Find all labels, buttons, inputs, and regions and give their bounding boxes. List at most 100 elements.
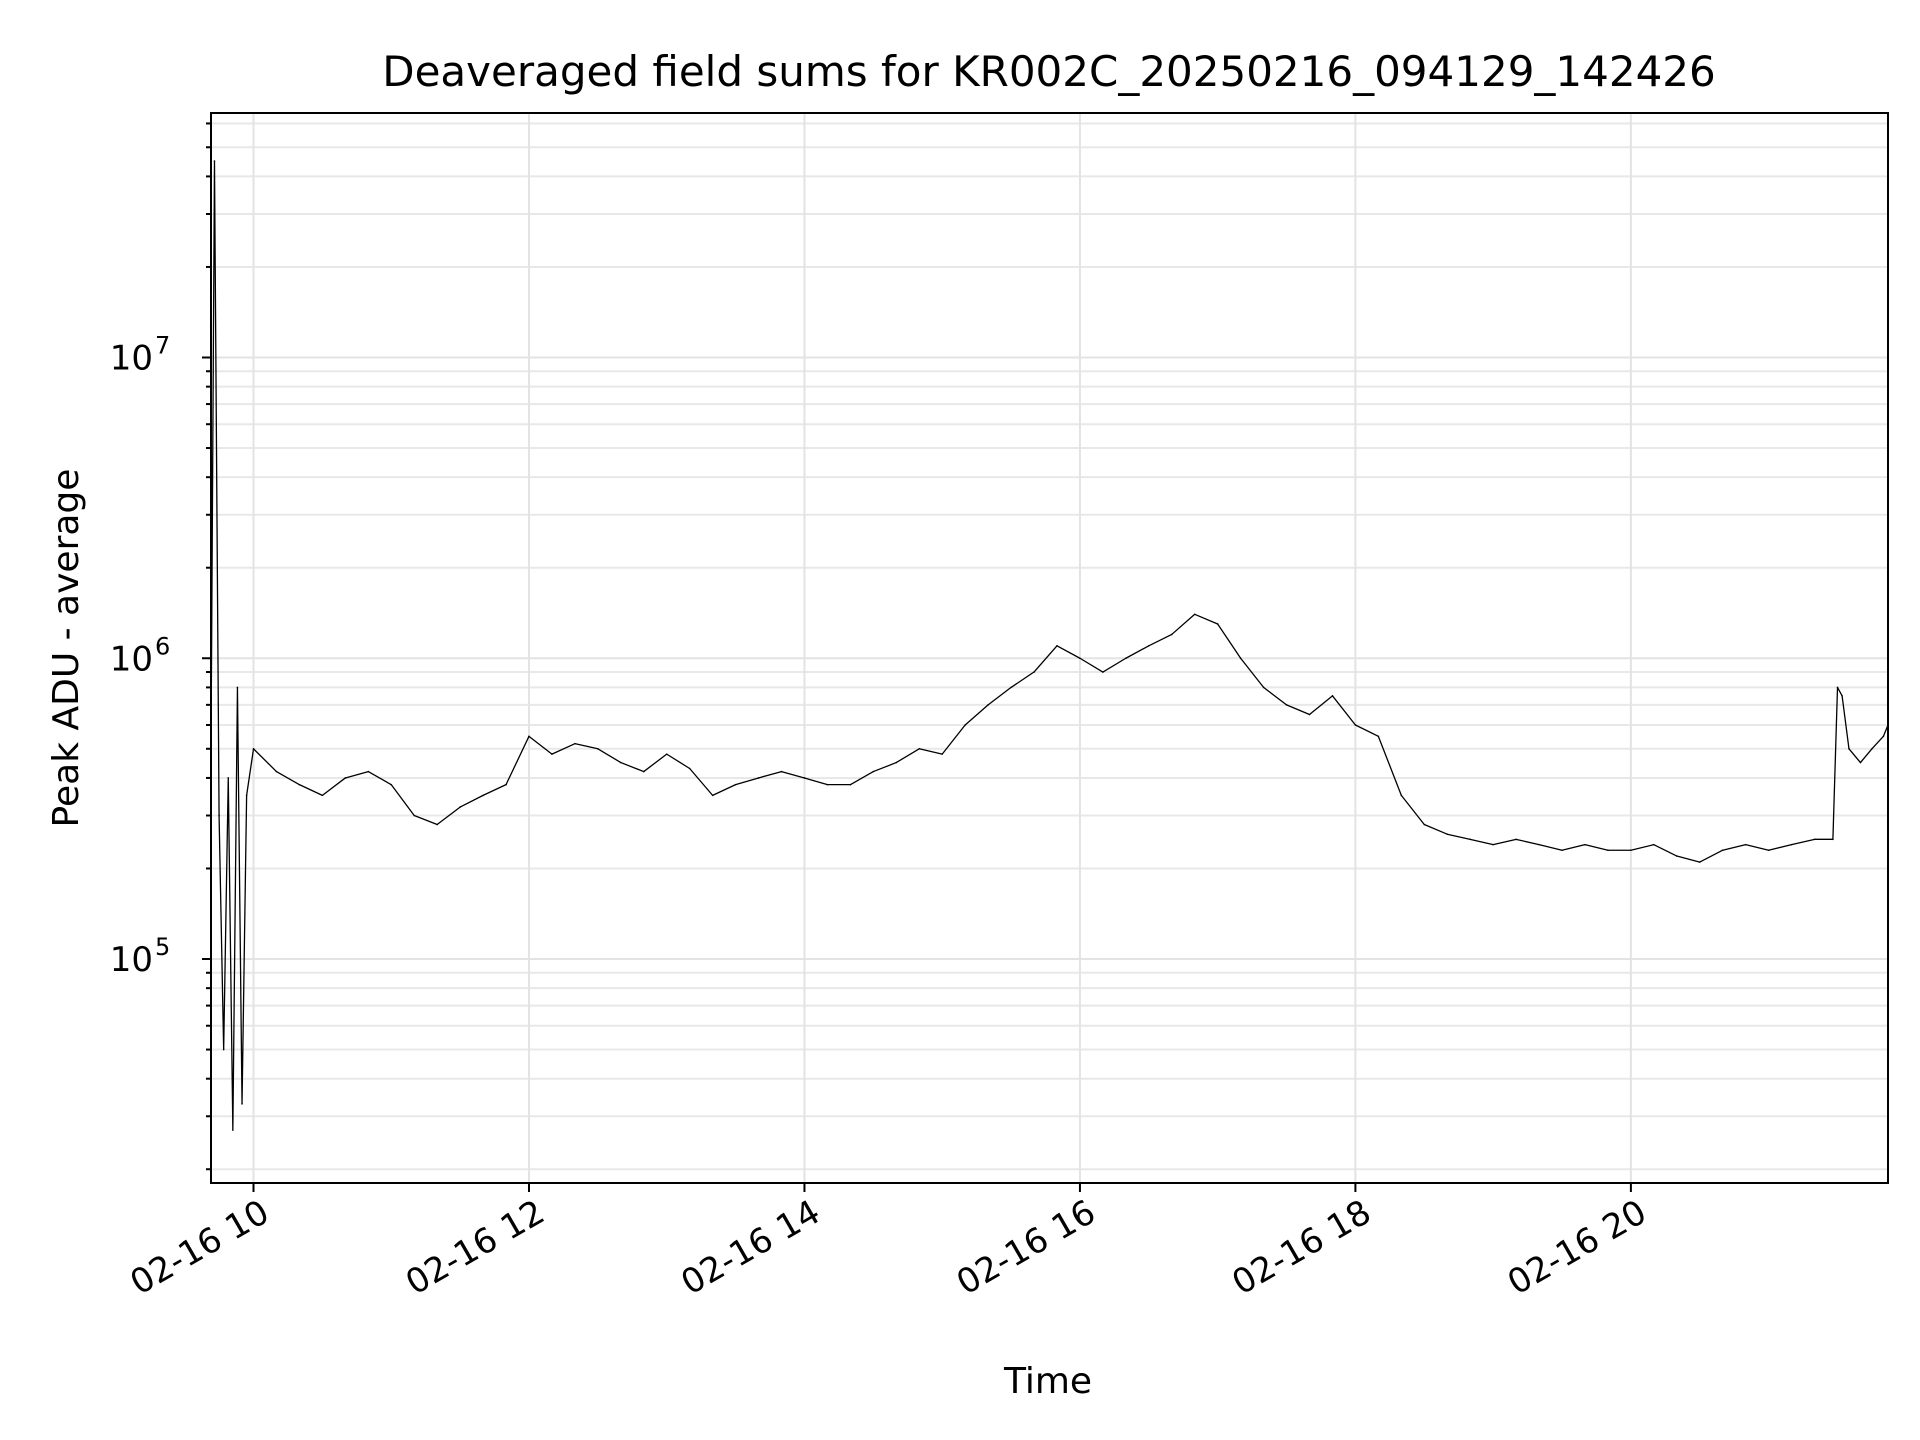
- x-tick-label: 02-16 12: [399, 1192, 551, 1303]
- data-point: [665, 753, 668, 755]
- data-point: [459, 806, 461, 808]
- data-point: [1125, 657, 1127, 660]
- y-tick-label: 10: [110, 338, 153, 378]
- data-point: [1607, 849, 1609, 852]
- data-point: [1492, 843, 1494, 846]
- data-point: [551, 753, 553, 755]
- data-point: [1871, 747, 1873, 750]
- data-point: [227, 777, 230, 779]
- data-point: [1193, 613, 1196, 616]
- data-point: [1446, 833, 1449, 836]
- data-point: [1469, 838, 1471, 841]
- data-point: [1841, 695, 1843, 697]
- x-tick-label: 02-16 10: [124, 1192, 276, 1303]
- data-point: [344, 777, 347, 779]
- data-point: [1354, 724, 1357, 726]
- data-point: [1079, 657, 1081, 660]
- y-axis-label: Peak ADU - average: [46, 469, 87, 828]
- data-point: [1308, 713, 1311, 716]
- data-point: [1010, 686, 1012, 689]
- data-point: [1653, 843, 1655, 846]
- data-point: [1056, 645, 1058, 647]
- data-point: [803, 777, 806, 779]
- data-point: [245, 794, 248, 797]
- data-point: [413, 814, 416, 817]
- data-point: [1836, 686, 1839, 689]
- data-point: [1630, 849, 1632, 852]
- data-point: [757, 777, 760, 779]
- data-point: [232, 1129, 234, 1131]
- data-point: [1331, 695, 1334, 697]
- data-point: [895, 761, 898, 764]
- data-point: [1848, 747, 1850, 750]
- data-point: [987, 704, 989, 706]
- data-point: [482, 794, 484, 797]
- y-tick-label: 10: [110, 639, 153, 679]
- data-point: [1721, 849, 1724, 852]
- data-point: [222, 1048, 225, 1051]
- plot-frame: [210, 112, 1889, 1184]
- data-point: [1400, 794, 1403, 797]
- data-point: [941, 753, 943, 755]
- data-point: [528, 735, 530, 738]
- data-point: [1262, 686, 1265, 689]
- data-point: [213, 160, 216, 162]
- data-point: [1170, 633, 1173, 636]
- data-point: [872, 770, 875, 773]
- y-tick-exponent: 5: [155, 933, 170, 961]
- data-point: [1790, 843, 1793, 846]
- data-point: [1148, 645, 1150, 647]
- y-tick-exponent: 6: [155, 632, 170, 660]
- data-point: [1584, 843, 1586, 846]
- y-tick-exponent: 7: [155, 331, 170, 359]
- data-point: [218, 814, 220, 817]
- data-point: [298, 783, 301, 786]
- data-point: [367, 770, 370, 773]
- data-point: [1813, 838, 1816, 841]
- data-point: [1882, 735, 1885, 738]
- data-point: [964, 724, 966, 726]
- data-point: [1102, 671, 1104, 673]
- data-point: [1216, 623, 1219, 625]
- data-point: [1377, 735, 1380, 738]
- data-point: [574, 742, 576, 745]
- y-tick-label: 10: [110, 940, 153, 980]
- data-point: [321, 794, 324, 797]
- data-point: [1859, 761, 1862, 764]
- data-point: [1744, 843, 1747, 846]
- data-point: [236, 686, 239, 689]
- chart-title: Deaveraged field sums for KR002C_2025021…: [382, 47, 1716, 96]
- x-axis-label: Time: [1003, 1361, 1092, 1402]
- series-layer: [210, 160, 1889, 1131]
- data-point: [711, 794, 714, 797]
- series-line: [211, 160, 1888, 1131]
- data-point: [849, 783, 852, 786]
- data-point: [1698, 861, 1701, 863]
- data-point: [1515, 838, 1517, 841]
- y-tick-base: 10: [110, 639, 153, 679]
- data-point: [505, 783, 507, 786]
- data-point: [780, 770, 783, 773]
- data-point: [642, 770, 645, 773]
- data-point: [1561, 849, 1563, 852]
- data-point: [1033, 671, 1035, 673]
- data-point: [252, 747, 255, 750]
- data-point: [1767, 849, 1770, 852]
- x-tick-label: 02-16 14: [675, 1192, 827, 1303]
- y-tick-base: 10: [110, 338, 153, 378]
- data-point: [241, 1103, 243, 1105]
- data-point: [1538, 843, 1540, 846]
- data-point: [1285, 704, 1288, 706]
- data-point: [734, 783, 737, 786]
- x-tick-label: 02-16 18: [1226, 1192, 1378, 1303]
- x-tick-label: 02-16 20: [1501, 1192, 1653, 1303]
- x-tick-label: 02-16 16: [950, 1192, 1102, 1303]
- grid: [211, 113, 1888, 1183]
- data-point: [620, 761, 622, 764]
- data-point: [1239, 657, 1242, 660]
- data-point: [1423, 823, 1426, 826]
- data-point: [597, 747, 599, 750]
